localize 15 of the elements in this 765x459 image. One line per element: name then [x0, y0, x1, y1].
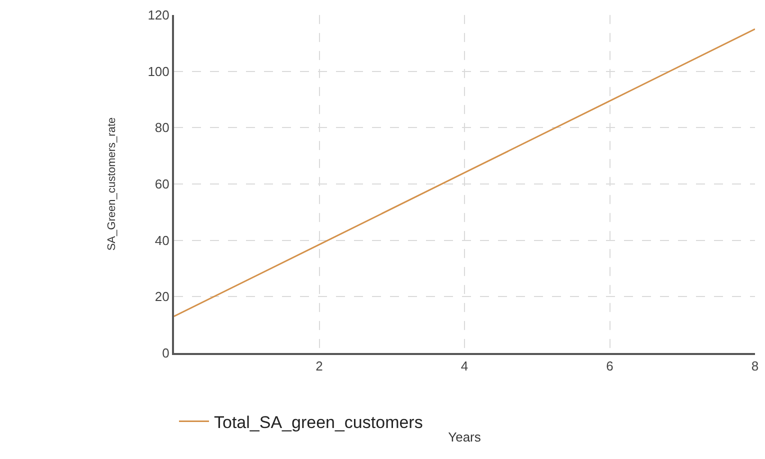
- y-tick-label: 80: [154, 120, 170, 136]
- line-series: [174, 28, 755, 318]
- x-tick-label: 4: [460, 358, 468, 374]
- y-tick-label: 40: [154, 232, 170, 248]
- x-tick-label: 8: [751, 358, 759, 374]
- x-axis-title: Years: [448, 430, 482, 445]
- y-axis-title: SA_Green_customers_rate: [106, 117, 118, 251]
- y-tick-label: 120: [148, 8, 170, 23]
- legend-label: Total_SA_green_customers: [214, 412, 423, 432]
- x-tick-label: 2: [316, 358, 323, 374]
- y-tick-label: 20: [154, 289, 170, 304]
- y-tick-label: 100: [148, 64, 170, 79]
- x-tick-label: 6: [606, 358, 614, 374]
- y-tick-label: 0: [162, 346, 170, 361]
- y-tick-label: 60: [154, 176, 170, 192]
